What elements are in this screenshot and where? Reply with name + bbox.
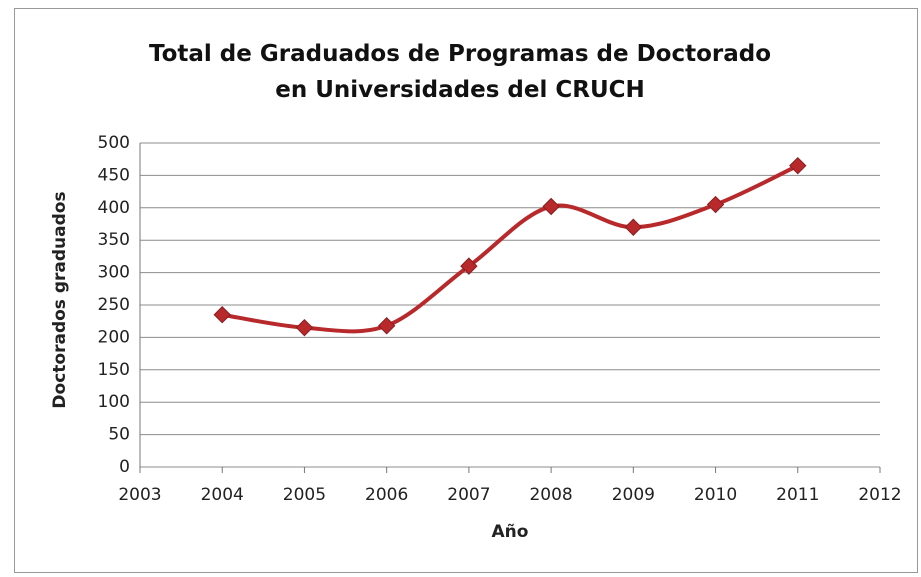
x-tick-label: 2007 (447, 485, 490, 505)
x-tick-label: 2008 (529, 485, 572, 505)
data-marker (706, 195, 725, 214)
y-tick-label: 200 (98, 327, 130, 347)
y-tick-label: 450 (98, 165, 130, 185)
data-marker (542, 197, 560, 216)
x-tick-label: 2010 (694, 485, 737, 505)
chart-frame (14, 8, 918, 573)
x-tick-label: 2006 (365, 485, 408, 505)
y-tick-label: 50 (108, 425, 130, 445)
x-tick-label: 2012 (858, 485, 901, 505)
y-tick-label: 500 (98, 133, 130, 153)
x-axis-title: Año (492, 522, 529, 542)
data-marker (789, 156, 807, 175)
data-marker (460, 257, 478, 275)
data-marker (295, 318, 314, 337)
data-marker (213, 306, 231, 324)
data-marker (624, 218, 643, 236)
x-tick-label: 2005 (283, 485, 326, 505)
y-tick-label: 250 (98, 295, 130, 315)
data-marker (377, 317, 396, 335)
y-tick-label: 300 (98, 263, 130, 283)
y-tick-label: 400 (98, 198, 130, 218)
chart-title: Total de Graduados de Programas de Docto… (148, 41, 772, 103)
x-tick-label: 2011 (776, 485, 819, 505)
y-tick-label: 100 (98, 392, 130, 412)
y-tick-label: 0 (119, 457, 130, 477)
x-tick-label: 2004 (201, 485, 244, 505)
y-tick-label: 150 (98, 360, 130, 380)
x-tick-label: 2009 (612, 485, 655, 505)
y-tick-label: 350 (98, 230, 130, 250)
y-axis-title: Doctorados graduados (50, 191, 70, 408)
x-tick-label: 2003 (118, 485, 161, 505)
data-line (221, 163, 799, 334)
